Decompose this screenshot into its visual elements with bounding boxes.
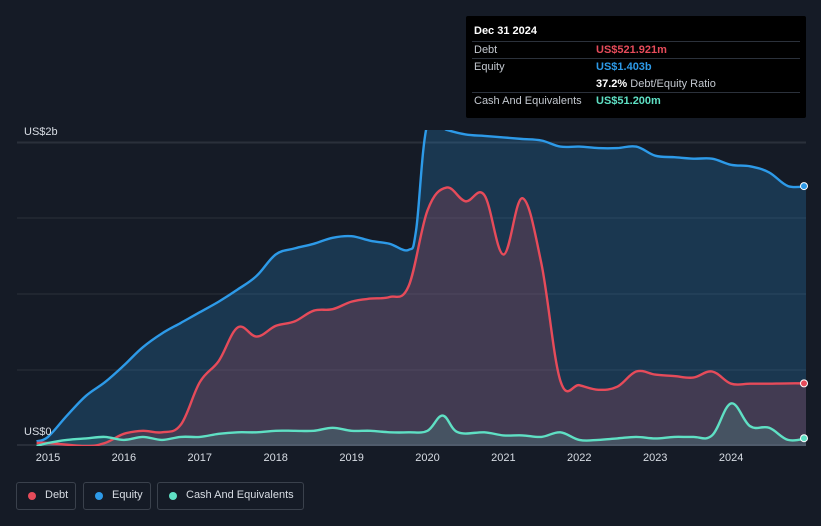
tooltip-row-debt: Debt US$521.921m (466, 41, 806, 58)
x-tick-label: 2023 (643, 452, 667, 464)
tooltip-equity-label: Equity (474, 61, 505, 73)
debt-legend-dot-icon (28, 492, 36, 500)
equity-end-marker (800, 182, 808, 191)
legend-item-cash[interactable]: Cash And Equivalents (157, 482, 304, 510)
x-tick-label: 2021 (491, 452, 515, 464)
tooltip-debt-value: US$521.921m (596, 44, 667, 56)
tooltip-cash-label: Cash And Equivalents (474, 95, 582, 107)
equity-area (36, 130, 806, 446)
series-lines (36, 130, 806, 446)
cash-and-equivalents-area (36, 403, 806, 446)
debt-line (36, 186, 806, 446)
debt-area (36, 187, 806, 446)
legend-debt-label: Debt (45, 489, 69, 501)
tooltip-ratio-value: 37.2% (596, 78, 628, 90)
tooltip-date: Dec 31 2024 (474, 25, 537, 37)
series-areas (36, 130, 806, 446)
x-tick-label: 2017 (188, 452, 212, 464)
tooltip-ratio-label: Debt/Equity Ratio (630, 78, 716, 90)
y-axis-top-label: US$2b (24, 126, 58, 138)
tooltip-equity-value: US$1.403b (596, 61, 652, 73)
legend-cash-label: Cash And Equivalents (186, 489, 294, 501)
tooltip-row-equity: Equity US$1.403b (466, 58, 806, 75)
series-endpoints (800, 182, 808, 443)
y-axis-bottom-label: US$0 (24, 426, 52, 438)
debt-end-marker (800, 379, 808, 388)
tooltip-row-ratio: 37.2% Debt/Equity Ratio (466, 75, 806, 92)
cash-and-equivalents-end-marker (800, 434, 808, 443)
legend-item-debt[interactable]: Debt (16, 482, 76, 510)
x-tick-label: 2024 (719, 452, 743, 464)
x-tick-label: 2022 (567, 452, 591, 464)
legend-equity-label: Equity (112, 489, 143, 501)
tooltip: Dec 31 2024 Debt US$521.921m Equity US$1… (466, 16, 806, 118)
equity-line (36, 130, 806, 443)
tooltip-row-cash: Cash And Equivalents US$51.200m (466, 92, 806, 109)
cash-legend-dot-icon (169, 492, 177, 500)
tooltip-ratio: 37.2% Debt/Equity Ratio (596, 78, 716, 90)
tooltip-debt-label: Debt (474, 44, 498, 56)
cash-and-equivalents-line (36, 402, 806, 446)
x-tick-label: 2015 (36, 452, 60, 464)
x-tick-label: 2019 (339, 452, 363, 464)
legend-item-equity[interactable]: Equity (83, 482, 151, 510)
x-axis: 2015 2016 2017 2018 2019 2020 2021 2022 2023 2024 (36, 452, 744, 464)
x-tick-label: 2016 (112, 452, 136, 464)
x-tick-label: 2018 (263, 452, 287, 464)
x-tick-label: 2020 (415, 452, 439, 464)
tooltip-cash-value: US$51.200m (596, 95, 661, 107)
equity-legend-dot-icon (95, 492, 103, 500)
gridlines (17, 141, 806, 446)
